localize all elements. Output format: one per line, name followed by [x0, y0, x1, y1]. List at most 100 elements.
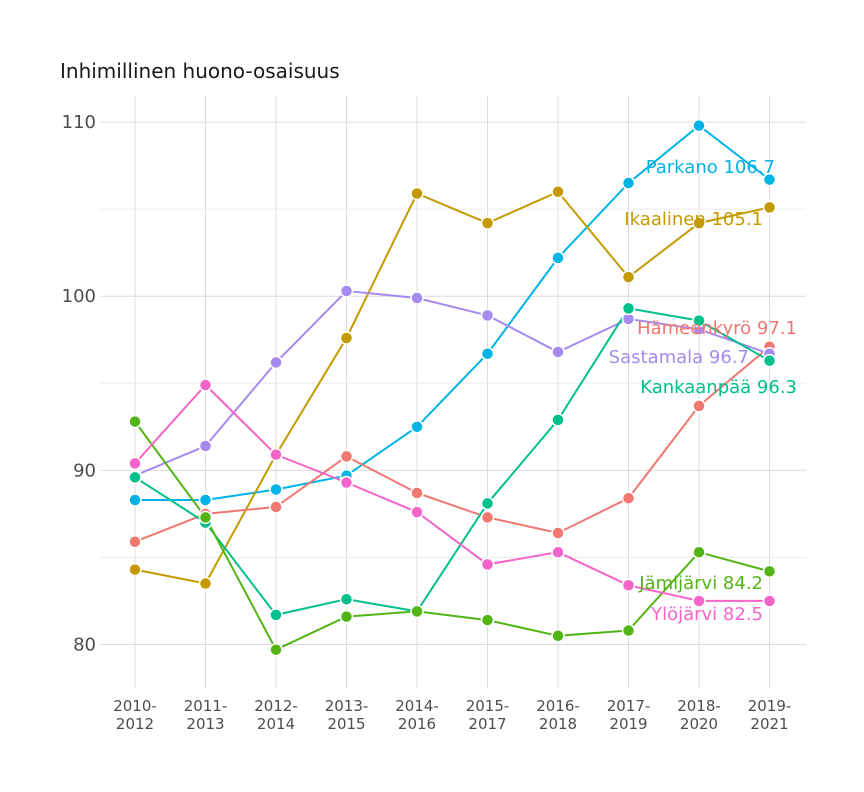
data-point	[692, 545, 706, 559]
data-point	[198, 439, 213, 453]
data-point	[128, 493, 142, 507]
series-end-label: Hämeenkyrö 97.1	[637, 318, 797, 339]
data-point	[269, 608, 283, 622]
x-tick-label-line: 2015-	[466, 697, 510, 715]
data-point	[551, 345, 565, 359]
data-point	[762, 172, 777, 187]
data-point	[269, 355, 283, 370]
data-point	[410, 486, 424, 500]
x-tick-label-line: 2011-	[184, 697, 228, 715]
x-tick-label: 2013-2015	[325, 697, 369, 733]
data-point	[480, 557, 495, 572]
data-point	[269, 482, 283, 497]
data-point	[198, 493, 213, 507]
x-tick-label-line: 2016-	[536, 697, 580, 715]
data-point	[551, 251, 565, 265]
data-point	[198, 510, 213, 525]
data-point	[480, 216, 495, 230]
series-end-label: Ikaalinen 105.1	[624, 209, 763, 230]
x-tick-label-line: 2014-	[395, 697, 439, 715]
series-line	[134, 289, 770, 477]
data-point	[410, 291, 424, 305]
data-point	[762, 200, 777, 215]
series-line	[134, 383, 770, 602]
data-point	[128, 470, 142, 485]
data-point	[128, 562, 142, 577]
data-point	[128, 534, 142, 549]
x-tick-label: 2011-2013	[184, 697, 228, 733]
chart-title: Inhimillinen huono-osaisuus	[60, 59, 340, 83]
series-line	[134, 345, 771, 543]
y-tick-label: 110	[62, 112, 96, 133]
x-tick-label-line: 2010-	[113, 697, 157, 715]
data-point	[762, 353, 777, 368]
x-tick-label-line: 2019-	[748, 697, 792, 715]
data-point	[762, 594, 777, 608]
data-point	[692, 313, 706, 328]
series-lines	[134, 124, 771, 652]
x-tick-label: 2015-2017	[466, 697, 510, 733]
y-tick-label: 100	[62, 286, 96, 307]
data-point	[269, 500, 283, 514]
x-tick-label-line: 2017-	[607, 697, 651, 715]
data-point	[621, 578, 636, 593]
x-tick-label-line: 2018-	[677, 697, 721, 715]
series-end-label: Sastamala 96.7	[609, 347, 749, 368]
x-tick-label: 2019-2021	[748, 697, 792, 733]
data-point	[621, 623, 636, 638]
data-point	[621, 491, 636, 505]
data-point	[480, 496, 495, 511]
data-point	[339, 284, 354, 298]
data-point	[128, 414, 142, 429]
x-tick-label-line: 2014	[257, 715, 295, 733]
x-tick-label-line: 2020	[680, 715, 718, 733]
data-point	[551, 413, 565, 427]
data-point	[410, 420, 424, 434]
y-tick-label: 90	[73, 460, 96, 481]
series-line	[134, 421, 770, 652]
data-point	[410, 505, 424, 519]
x-tick-label-line: 2015	[327, 715, 365, 733]
series-end-label: Ylöjärvi 82.5	[650, 604, 763, 625]
series-end-label: Kankaanpää 96.3	[640, 377, 797, 398]
x-tick-label-line: 2013-	[325, 697, 369, 715]
data-point	[198, 576, 213, 591]
x-tick-label: 2018-2020	[677, 697, 721, 733]
series-end-label: Parkano 106.7	[646, 157, 775, 178]
x-tick-label: 2012-2014	[254, 697, 298, 733]
series-line	[135, 124, 771, 501]
data-point	[480, 308, 495, 323]
data-point	[339, 331, 354, 345]
grid	[100, 96, 806, 688]
x-axis: 2010-2012 2011-2013 2012-2014 2013-2015 2014…	[113, 697, 791, 733]
data-point	[551, 185, 565, 199]
data-point	[480, 346, 495, 361]
data-point	[269, 642, 283, 657]
y-tick-label: 80	[73, 634, 96, 655]
x-tick-label-line: 2012	[116, 715, 154, 733]
x-tick-label: 2017-2019	[607, 697, 651, 733]
data-point	[339, 475, 354, 490]
data-point	[551, 629, 565, 643]
data-point	[692, 594, 706, 608]
x-tick-label-line: 2016	[398, 715, 436, 733]
data-point	[410, 604, 424, 619]
x-tick-label: 2016-2018	[536, 697, 580, 733]
series-points	[128, 118, 777, 657]
data-point	[621, 270, 636, 284]
x-tick-label: 2010-2012	[113, 697, 157, 733]
data-point	[128, 456, 142, 471]
data-point	[480, 510, 495, 525]
x-tick-label-line: 2017	[468, 715, 506, 733]
data-point	[410, 186, 424, 201]
data-point	[621, 176, 636, 190]
data-point	[692, 216, 706, 230]
data-point	[339, 449, 354, 464]
data-point	[692, 118, 706, 133]
x-tick-label-line: 2018	[539, 715, 577, 733]
series-line	[134, 307, 770, 617]
x-tick-label-line: 2021	[750, 715, 788, 733]
data-point	[198, 378, 213, 392]
